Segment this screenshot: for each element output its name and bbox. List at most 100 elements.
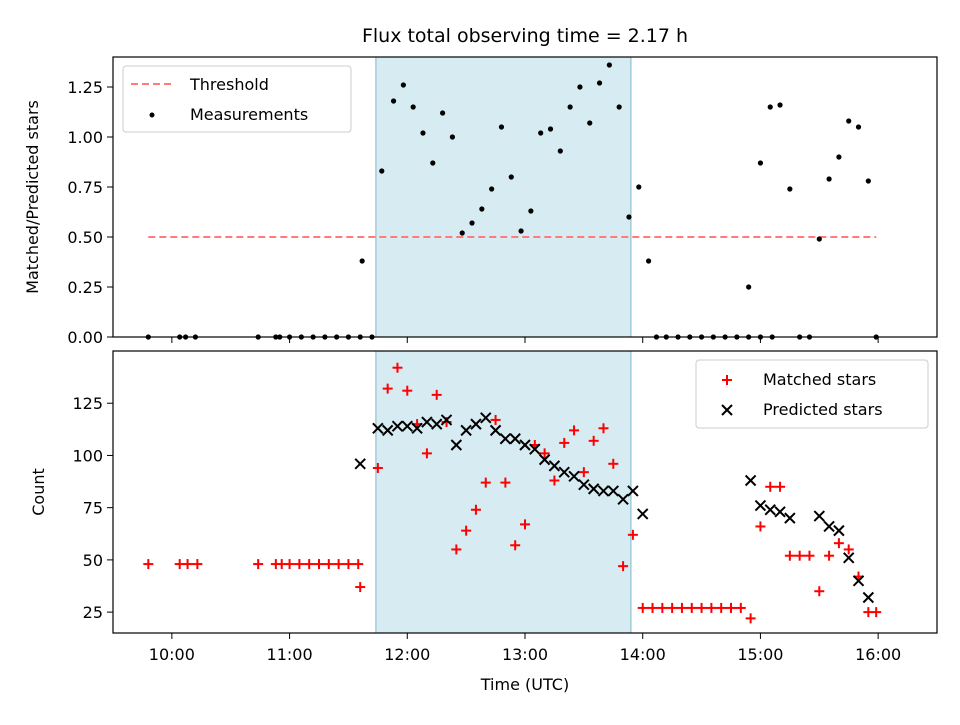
measurement-point <box>410 104 416 110</box>
count-xtick-label: 14:00 <box>620 645 666 664</box>
predicted-star-point <box>460 424 472 437</box>
matched-star-point <box>755 521 766 532</box>
predicted-star-point <box>489 424 502 437</box>
count-legend-box <box>695 359 929 429</box>
measurement-point <box>816 236 822 242</box>
predicted-star-point <box>354 458 366 470</box>
legend-predicted-swatch <box>721 404 733 416</box>
predicted-star-point <box>813 510 825 522</box>
measurement-point <box>430 160 436 166</box>
count-ytick-label: 50 <box>83 551 103 570</box>
measurement-point <box>440 110 446 116</box>
ratio-highlight-band <box>375 56 632 338</box>
matched-star-point <box>716 602 727 613</box>
predicted-star-point <box>744 474 757 487</box>
measurement-point <box>518 228 524 234</box>
predicted-star-point <box>450 439 463 451</box>
ratio-legend-box <box>122 65 352 133</box>
measurement-point <box>836 154 842 160</box>
matched-star-point <box>182 559 193 570</box>
predicted-star-point <box>391 420 404 432</box>
ratio-panel-ylabel: Matched/Predicted stars <box>23 100 42 294</box>
measurement-point <box>390 98 397 104</box>
count-ytick-label: 100 <box>72 446 103 465</box>
matched-star-point <box>294 559 305 570</box>
predicted-star-point <box>440 414 453 426</box>
predicted-star-point <box>607 485 619 497</box>
matched-star-point <box>253 559 264 570</box>
measurement-point <box>538 130 544 136</box>
count-ytick-label: 125 <box>72 394 103 413</box>
matched-star-point <box>353 559 364 570</box>
matched-star-point <box>355 582 366 593</box>
ratio-ytick-label: 0.75 <box>67 178 103 197</box>
matched-star-point <box>618 561 629 572</box>
count-xtick-label: 15:00 <box>737 645 783 664</box>
measurement-point <box>547 126 554 132</box>
predicted-star-point <box>372 422 384 434</box>
predicted-star-point <box>862 591 875 604</box>
count-panel-legend: Matched stars Predicted stars <box>695 359 929 429</box>
predicted-star-point <box>627 485 639 497</box>
legend-x-mark <box>721 404 733 416</box>
measurement-point <box>865 178 871 184</box>
matched-star-point <box>431 389 442 400</box>
matched-star-point <box>461 525 472 536</box>
matched-star-point <box>824 550 835 561</box>
measurement-point <box>587 120 593 126</box>
matched-star-point <box>343 559 354 570</box>
measurement-point <box>420 130 426 136</box>
measurement-point <box>400 82 406 88</box>
predicted-star-point <box>558 466 570 478</box>
predicted-star-point <box>470 418 482 430</box>
measurement-point <box>606 62 612 68</box>
matched-star-point <box>284 559 295 570</box>
ratio-panel-legend: Threshold Measurements <box>122 65 352 133</box>
predicted-star-point <box>823 520 835 533</box>
matched-star-point <box>451 544 462 555</box>
predicted-star-point <box>538 453 551 466</box>
matched-star-point <box>510 540 521 551</box>
ratio-panel: 0.00 0.25 0.50 0.75 1.00 1.25 Matched/Predict… <box>23 56 938 347</box>
matched-star-point <box>598 423 609 434</box>
matched-star-point <box>745 613 756 624</box>
matched-star-point <box>814 586 825 597</box>
matched-star-point <box>500 477 511 488</box>
matched-star-point <box>539 448 550 459</box>
matched-star-point <box>549 475 560 486</box>
count-highlight-band <box>375 350 632 634</box>
predicted-star-point <box>421 416 433 428</box>
predicted-star-point <box>597 485 610 497</box>
chart-title: Flux total observing time = 2.17 h <box>362 25 688 47</box>
matched-star-point <box>520 519 530 530</box>
matched-star-point <box>735 602 746 613</box>
legend-plus-mark <box>722 375 732 385</box>
predicted-star-point <box>499 433 512 445</box>
matched-star-point <box>833 538 844 549</box>
measurement-point <box>479 206 485 212</box>
ratio-ytick-label: 1.25 <box>67 78 103 97</box>
measurement-point <box>567 104 573 110</box>
matched-star-point <box>578 467 589 478</box>
count-xtick-label: 10:00 <box>149 645 195 664</box>
matched-star-point <box>143 559 154 570</box>
matched-star-point <box>686 602 697 613</box>
matched-star-point <box>392 362 403 373</box>
matched-star-point <box>843 544 854 555</box>
ratio-ytick-label: 0.25 <box>67 278 103 297</box>
matched-star-point <box>333 559 344 570</box>
legend-matched-label: Matched stars <box>763 370 876 389</box>
measurement-point <box>449 134 456 140</box>
predicted-star-point <box>754 499 767 512</box>
measurement-point <box>757 160 764 166</box>
legend-threshold-label: Threshold <box>189 75 269 94</box>
matched-star-point <box>637 602 648 613</box>
predicted-star-point <box>401 420 413 432</box>
count-ytick-label: 75 <box>83 499 103 518</box>
matched-star-point <box>706 602 717 613</box>
predicted-star-point <box>578 478 590 491</box>
predicted-star-point <box>617 493 629 506</box>
count-xtick-label: 11:00 <box>267 645 313 664</box>
measurement-point <box>787 186 793 192</box>
measurement-point <box>646 258 652 264</box>
